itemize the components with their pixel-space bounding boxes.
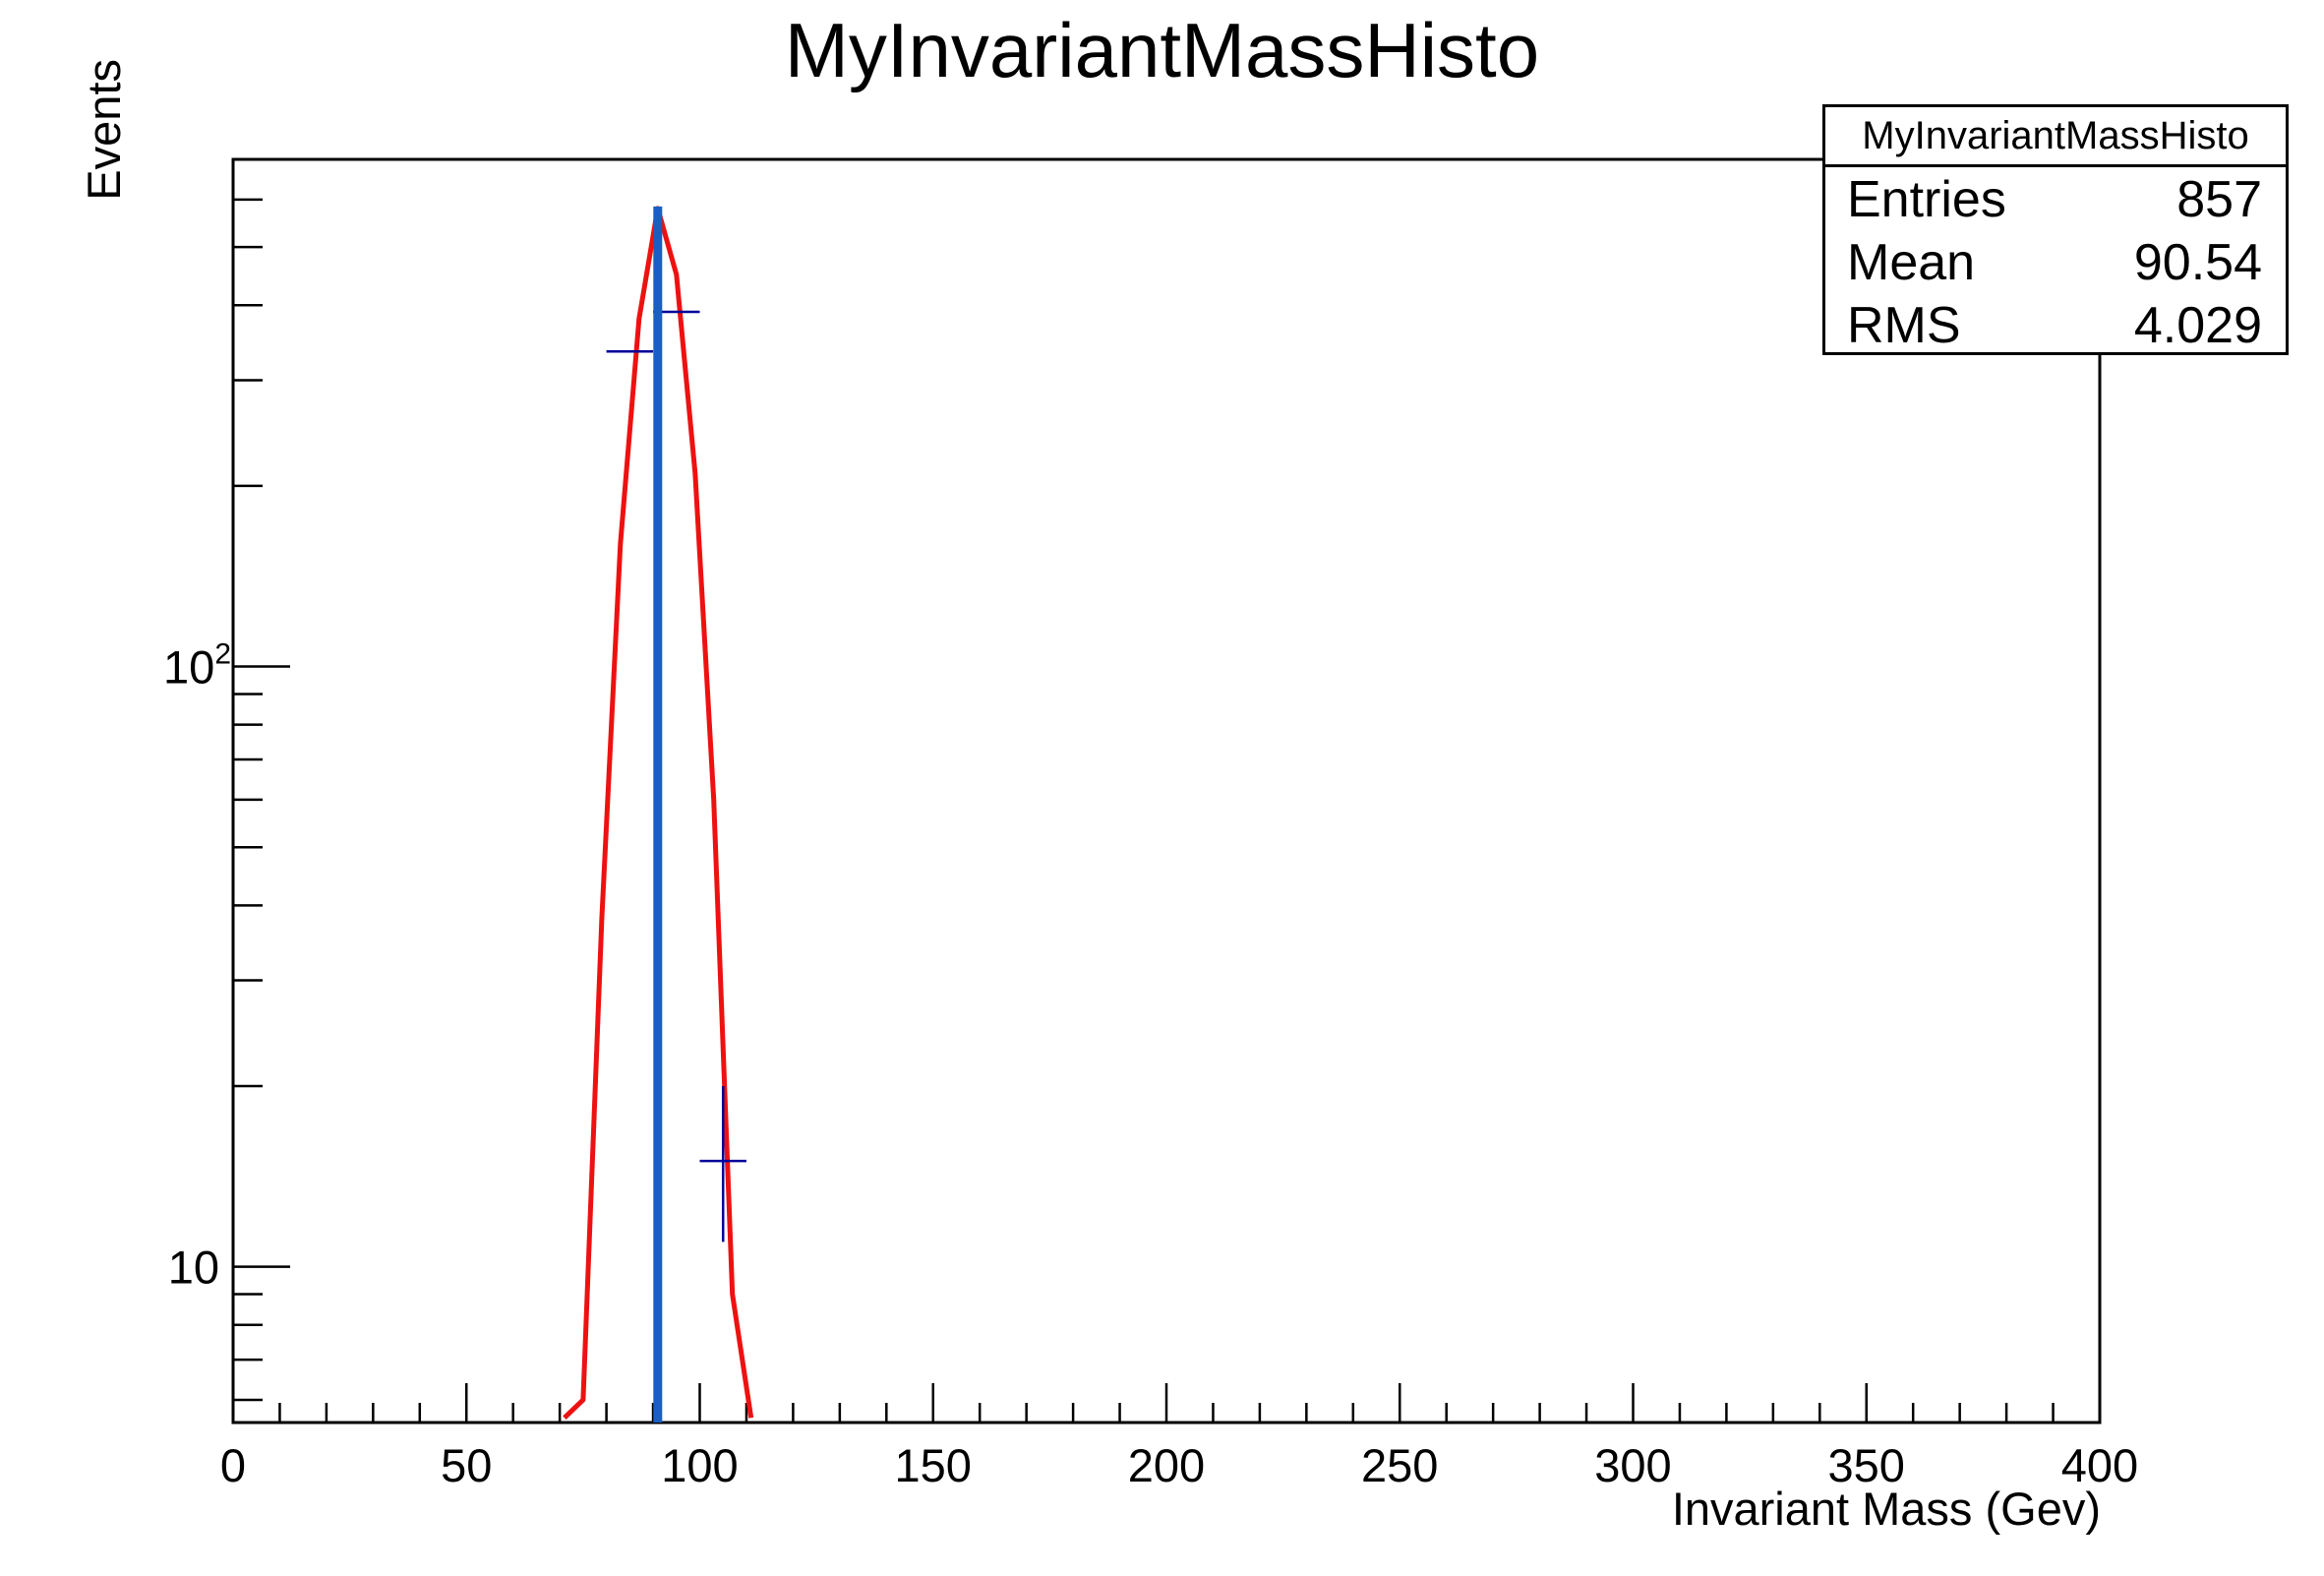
y-axis-label: Events xyxy=(78,59,130,201)
y-tick-label: 102 xyxy=(163,638,231,694)
stats-value: 4.029 xyxy=(2133,297,2262,354)
x-tick-label: 250 xyxy=(1361,1439,1438,1491)
stats-value: 857 xyxy=(2176,171,2262,228)
x-tick-label: 300 xyxy=(1594,1439,1671,1491)
x-tick-label: 350 xyxy=(1828,1439,1905,1491)
stats-row-entries: Entries 857 xyxy=(1825,167,2286,230)
stats-label: Entries xyxy=(1847,171,2006,228)
stats-label: RMS xyxy=(1847,297,1961,354)
stats-row-mean: Mean 90.54 xyxy=(1825,230,2286,293)
axes-layer xyxy=(231,157,2102,1424)
x-tick-label: 200 xyxy=(1128,1439,1205,1491)
plot-frame xyxy=(231,157,2102,1424)
stats-label: Mean xyxy=(1847,234,1976,291)
x-axis-label: Invariant Mass (Gev) xyxy=(1671,1483,2101,1535)
x-tick-label: 400 xyxy=(2061,1439,2138,1491)
stats-box: MyInvariantMassHisto Entries 857 Mean 90… xyxy=(1822,104,2289,355)
y-tick-label: 10 xyxy=(168,1242,219,1294)
x-tick-label: 150 xyxy=(895,1439,972,1491)
data-layer xyxy=(563,206,754,1423)
stats-value: 90.54 xyxy=(2133,234,2262,291)
chart-title: MyInvariantMassHisto xyxy=(784,7,1540,93)
stats-row-rms: RMS 4.029 xyxy=(1825,293,2286,356)
x-tick-label: 50 xyxy=(441,1439,492,1491)
tick-label-layer: 0 50 100 150 200 250 300 350 400 10 102 xyxy=(163,638,2138,1491)
x-tick-label: 100 xyxy=(661,1439,738,1491)
stats-box-title: MyInvariantMassHisto xyxy=(1825,107,2286,167)
x-tick-label: 0 xyxy=(220,1439,246,1491)
